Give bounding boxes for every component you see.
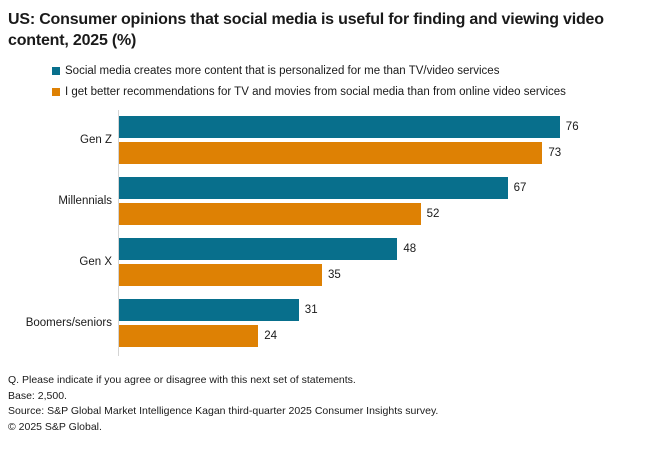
category-label: Millennials	[58, 195, 112, 207]
legend-item: Social media creates more content that i…	[52, 65, 652, 77]
category-label: Gen X	[79, 256, 112, 268]
plot-area: Gen Z 76 73 Millennials 67 52 Gen X 48 35 Boomers…	[26, 110, 652, 356]
bar-row: 24	[119, 325, 652, 347]
bar-value-label: 73	[548, 147, 562, 159]
bar-series2	[119, 142, 543, 164]
bar-series1	[119, 116, 560, 138]
bar-row: 67	[119, 177, 652, 199]
bar-value-label: 35	[328, 269, 341, 281]
bar-series2	[119, 264, 322, 286]
legend-swatch-icon	[52, 88, 60, 96]
bar-series1	[119, 299, 299, 321]
bar-group: Gen X 48 35	[79, 238, 652, 286]
bar-series1	[119, 177, 508, 199]
footnote-question: Q. Please indicate if you agree or disag…	[8, 374, 356, 386]
bar-series1	[119, 238, 398, 260]
bar-group: Boomers/seniors 31 24	[26, 299, 652, 347]
footnote-copyright: © 2025 S&P Global.	[8, 420, 102, 433]
bar-value-label: 31	[304, 304, 318, 316]
bar-row: 48	[119, 238, 652, 260]
legend-label: I get better recommendations for TV and …	[65, 86, 566, 98]
bar-chart: Gen Z 76 73 Millennials 67 52 Gen X 48 35 Boomers…	[8, 110, 652, 356]
bar-series2	[119, 325, 259, 347]
bar-value-label: 67	[513, 182, 527, 194]
bar-value-label: 52	[426, 208, 440, 220]
category-label: Boomers/seniors	[25, 317, 112, 329]
bar-row: 76	[119, 116, 652, 138]
bar-row: 52	[119, 203, 652, 225]
bar-group: Gen Z 76 73	[80, 116, 652, 164]
category-label: Gen Z	[80, 134, 112, 146]
bar-row: 73	[119, 142, 652, 164]
chart-footnotes: Q. Please indicate if you agree or disag…	[8, 373, 652, 435]
bar-value-label: 76	[565, 121, 579, 133]
chart-legend: Social media creates more content that i…	[52, 65, 652, 98]
bar-row: 35	[119, 264, 652, 286]
legend-label: Social media creates more content that i…	[65, 65, 500, 77]
legend-item: I get better recommendations for TV and …	[52, 86, 652, 98]
footnote-base: Base: 2,500.	[8, 389, 67, 402]
bar-group: Millennials 67 52	[58, 177, 652, 225]
legend-swatch-icon	[52, 67, 60, 75]
chart-title: US: Consumer opinions that social media …	[8, 11, 604, 49]
bar-series2	[119, 203, 421, 225]
bar-row: 31	[119, 299, 652, 321]
bar-value-label: 24	[264, 330, 277, 342]
footnote-source: Source: S&P Global Market Intelligence K…	[8, 405, 439, 417]
bar-value-label: 48	[403, 243, 417, 255]
